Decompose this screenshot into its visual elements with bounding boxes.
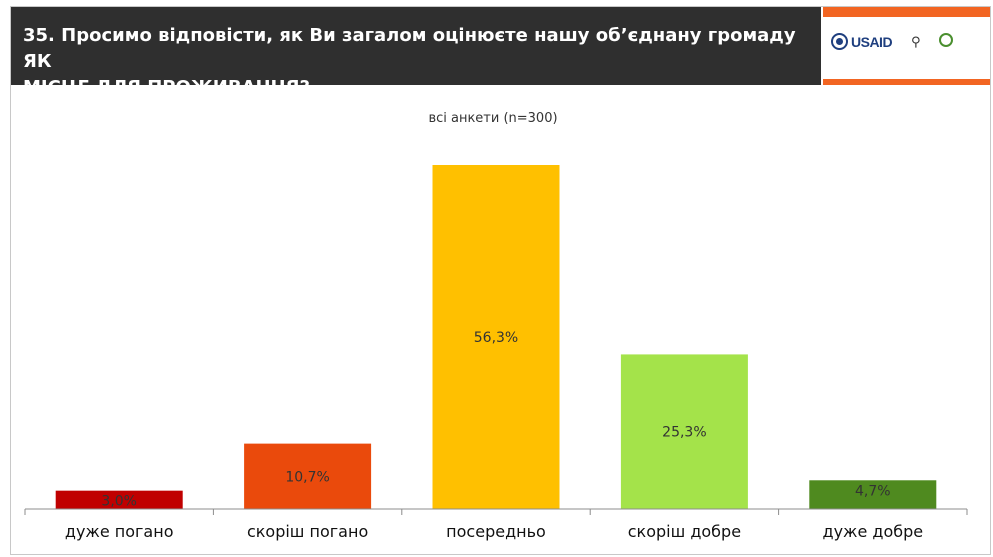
bar-very-bad (55, 490, 183, 509)
partner-logo (939, 33, 985, 47)
x-axis-ticks: дуже погано скоріш погано посередньо скоріш… (24, 509, 968, 541)
bar-very-good (809, 480, 937, 509)
data-label-rather-good: 25,3% (662, 425, 706, 441)
data-label-average: 56,3% (474, 330, 518, 346)
bar-rather-good (620, 354, 748, 509)
logo-accent-bar (823, 7, 990, 17)
person-figure-icon: ⚲ (911, 35, 921, 50)
partner-mark-icon (939, 33, 953, 47)
page-title: 35. Просимо відповісти, як Ви загалом оц… (23, 23, 813, 101)
logo-accent-bar-bottom (823, 79, 990, 85)
chart-title: всі анкети (n=300) (428, 111, 557, 126)
bar-rather-bad (244, 443, 372, 509)
tick-label-rather-good: скоріш добре (628, 522, 741, 541)
title-bar: 35. Просимо відповісти, як Ви загалом оц… (11, 7, 821, 98)
tick-label-very-good: дуже добре (823, 522, 924, 541)
data-label-rather-bad: 10,7% (285, 469, 329, 485)
data-label-very-bad: 3,0% (101, 494, 137, 510)
usaid-logo: USAID (831, 33, 893, 50)
usaid-wordmark: USAID (851, 33, 893, 50)
tick-label-very-bad: дуже погано (65, 522, 174, 541)
data-label-very-good: 4,7% (855, 483, 891, 499)
page-title-line-2: МІСЦЕ ДЛЯ ПРОЖИВАННЯ? (23, 77, 310, 98)
tick-label-rather-bad: скоріш погано (247, 522, 368, 541)
bars-group: 3,0% 10,7% 56,3% 25,3% 4,7% (55, 165, 937, 510)
slide: 35. Просимо відповісти, як Ви загалом оц… (10, 6, 991, 555)
bar-chart: всі анкети (n=300) 3,0% 10,7% 56,3% 25,3% 4,… (24, 111, 968, 541)
bar-average (432, 165, 560, 509)
page-title-line-1: 35. Просимо відповісти, як Ви загалом оц… (23, 25, 796, 72)
tick-label-average: посередньо (446, 522, 546, 541)
usaid-seal-icon (831, 33, 848, 50)
logo-panel: USAID ⚲ (823, 7, 990, 85)
